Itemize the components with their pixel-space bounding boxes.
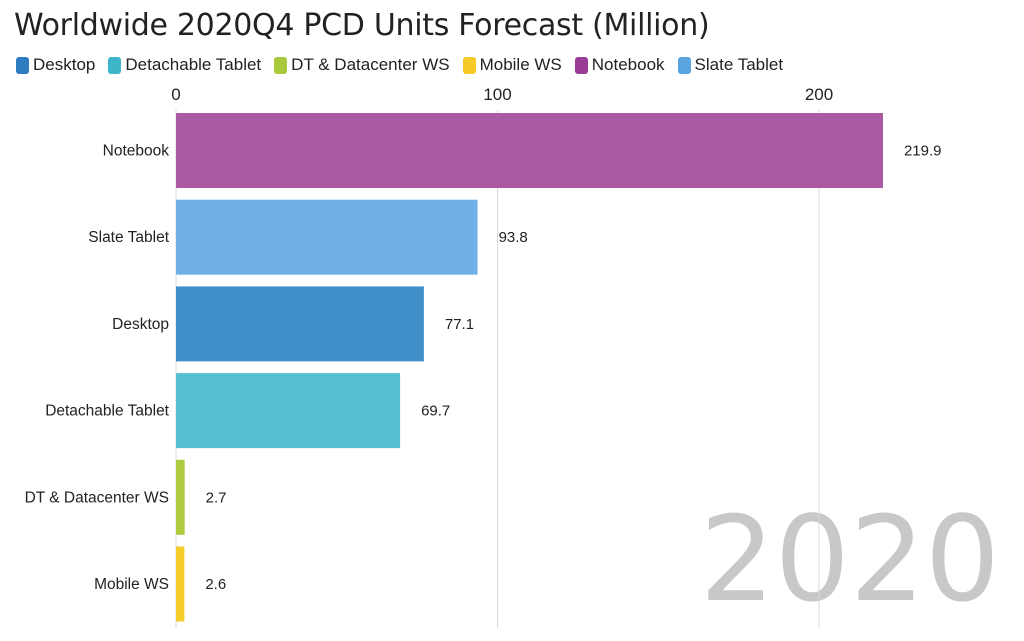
year-watermark: 2020 — [700, 490, 1000, 628]
legend-item-detachable-tablet[interactable]: Detachable Tablet — [108, 55, 261, 75]
bar-detachable-tablet[interactable] — [176, 373, 401, 449]
bar-mobile-ws[interactable] — [176, 546, 185, 622]
category-label-detachable-tablet: Detachable Tablet — [45, 403, 169, 420]
category-label-dt-datacenter-ws: DT & Datacenter WS — [25, 489, 169, 506]
gridlines — [175, 110, 820, 628]
bar-slate-tablet[interactable] — [176, 199, 478, 275]
legend-swatch-notebook — [574, 56, 588, 74]
legend-label-notebook: Notebook — [591, 55, 665, 74]
value-label-notebook: 219.9 — [904, 143, 942, 160]
x-tick-label-0: 0 — [171, 85, 180, 104]
value-label-dt-datacenter-ws: 2.7 — [206, 489, 227, 506]
legend-item-dt-datacenter-ws[interactable]: DT & Datacenter WS — [274, 55, 450, 75]
value-label-slate-tablet: 93.8 — [499, 229, 528, 246]
bars: Notebook 219.9 Slate Tablet 93.8 Desktop 77.1… — [25, 113, 942, 622]
legend-swatch-mobile-ws — [462, 56, 476, 74]
legend-label-slate-tablet: Slate Tablet — [694, 55, 784, 74]
category-label-slate-tablet: Slate Tablet — [88, 229, 169, 246]
legend-swatch-slate-tablet — [677, 56, 691, 74]
x-axis-ticks: 0 100 200 — [171, 85, 833, 104]
legend-item-slate-tablet[interactable]: Slate Tablet — [677, 55, 784, 75]
bar-dt-datacenter-ws[interactable] — [176, 459, 185, 535]
chart-title: Worldwide 2020Q4 PCD Units Forecast (Mil… — [14, 8, 710, 43]
x-tick-label-100: 100 — [483, 85, 511, 104]
x-tick-label-200: 200 — [805, 85, 833, 104]
chart-legend: Desktop Detachable Tablet DT & Datacente… — [16, 55, 796, 75]
legend-swatch-dt-datacenter-ws — [274, 56, 288, 74]
legend-item-mobile-ws[interactable]: Mobile WS — [462, 55, 562, 75]
legend-item-notebook[interactable]: Notebook — [574, 55, 665, 75]
bar-notebook[interactable] — [176, 113, 883, 188]
legend-label-detachable-tablet: Detachable Tablet — [125, 55, 262, 74]
value-label-desktop: 77.1 — [445, 316, 474, 333]
legend-item-desktop[interactable]: Desktop — [16, 55, 95, 75]
legend-swatch-detachable-tablet — [108, 56, 122, 74]
legend-label-mobile-ws: Mobile WS — [479, 55, 562, 74]
bar-desktop[interactable] — [176, 286, 424, 362]
category-label-mobile-ws: Mobile WS — [94, 576, 169, 593]
category-label-notebook: Notebook — [103, 143, 170, 160]
legend-swatch-desktop — [16, 56, 29, 74]
category-label-desktop: Desktop — [112, 316, 169, 333]
legend-label-dt-datacenter-ws: DT & Datacenter WS — [291, 55, 450, 74]
value-label-detachable-tablet: 69.7 — [421, 403, 450, 420]
legend-label-desktop: Desktop — [33, 55, 96, 74]
value-label-mobile-ws: 2.6 — [205, 576, 226, 593]
